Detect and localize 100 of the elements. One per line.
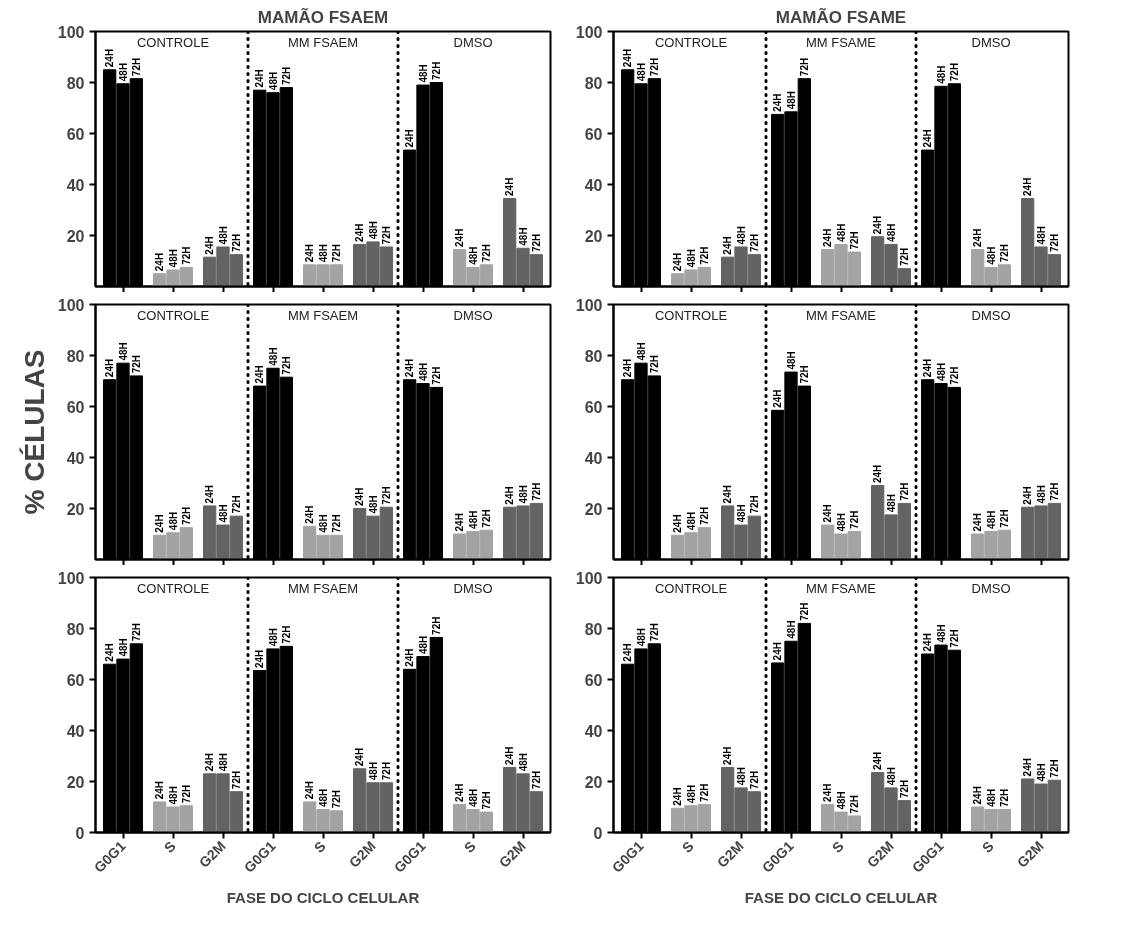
y-tick-label: 20 — [584, 773, 603, 791]
text: 24H — [622, 48, 634, 68]
text: 48H — [835, 223, 847, 242]
text: 48H — [217, 504, 229, 523]
text: 48H — [117, 638, 129, 657]
text: 48H — [467, 510, 479, 529]
text: 24H — [672, 252, 684, 272]
text: 48H — [985, 510, 997, 529]
text: 24H — [354, 223, 366, 242]
annotation: CONTROLE — [136, 308, 210, 324]
text: 24H — [154, 252, 166, 272]
y-tick-label: 40 — [584, 722, 603, 740]
text: 72H — [748, 233, 760, 253]
text: 48H — [417, 635, 429, 654]
y-tick-label: 60 — [66, 671, 85, 689]
text: 72H — [280, 356, 292, 375]
text: 24H — [354, 747, 366, 767]
text: 72H — [130, 354, 142, 374]
text: 48H — [367, 220, 379, 240]
y-tick-label: 40 — [66, 176, 85, 194]
y-tick-label: 20 — [66, 227, 85, 245]
annotation: DMSO — [453, 581, 493, 597]
text: 72H — [430, 61, 442, 80]
y-tick-label: 80 — [66, 74, 85, 92]
annotation: DMSO — [453, 35, 493, 51]
text: 24H — [404, 358, 416, 378]
text: 72H — [948, 62, 960, 82]
text: 48H — [367, 761, 379, 781]
text: 72H — [898, 482, 910, 501]
text: 48H — [785, 620, 797, 639]
y-tick-label: 80 — [584, 347, 603, 365]
annotation: CONTROLE — [654, 35, 728, 51]
text: 48H — [117, 342, 129, 361]
text: 48H — [1035, 485, 1047, 504]
text: 72H — [230, 770, 242, 790]
text: 48H — [317, 514, 329, 533]
text: 24H — [922, 633, 934, 652]
annotation: MM FSAEM — [287, 308, 359, 324]
text: 72H — [698, 246, 710, 265]
text: 72H — [530, 770, 542, 790]
y-tick-label: 20 — [66, 773, 85, 791]
text: 48H — [685, 511, 697, 531]
text: 72H — [998, 243, 1010, 263]
text: 24H — [1022, 758, 1034, 777]
text: 72H — [530, 482, 542, 501]
y-tick-label: 20 — [66, 500, 85, 518]
y-tick-label: 60 — [66, 398, 85, 416]
text: 24H — [622, 358, 634, 378]
text: 48H — [417, 362, 429, 381]
text: 72H — [748, 770, 760, 790]
y-tick-label: 100 — [57, 569, 85, 587]
text: 24H — [772, 93, 784, 112]
x-tick-label: S — [310, 837, 329, 856]
text: 72H — [848, 795, 860, 814]
text: 72H — [898, 779, 910, 799]
y-tick-label: 80 — [66, 620, 85, 638]
text: 24H — [822, 783, 834, 802]
text: 72H — [280, 625, 292, 644]
text: 72H — [648, 354, 660, 374]
text: 48H — [167, 786, 179, 805]
text: 24H — [304, 243, 316, 263]
text: 24H — [1022, 486, 1034, 505]
text: 24H — [204, 485, 216, 504]
text: 24H — [722, 485, 734, 504]
y-tick-label: 60 — [584, 125, 603, 143]
text: 24H — [504, 746, 516, 765]
x-tick-label: S — [678, 837, 697, 856]
text: 24H — [104, 358, 116, 378]
text: 24H — [454, 228, 466, 247]
text: 48H — [267, 71, 279, 91]
text: 48H — [467, 788, 479, 807]
text: 24H — [354, 487, 366, 506]
x-axis-title: FASE DO CICLO CELULAR — [226, 889, 420, 907]
text: 24H — [972, 513, 984, 532]
chart-title: MAMÃO FSAEM — [257, 6, 389, 27]
text: 48H — [985, 246, 997, 265]
y-tick-label: 60 — [66, 125, 85, 143]
text: 72H — [430, 616, 442, 635]
annotation: MM FSAME — [805, 308, 877, 324]
y-tick-label: 40 — [584, 176, 603, 194]
text: 24H — [254, 69, 266, 88]
text: 24H — [454, 783, 466, 802]
y-tick-label: 80 — [584, 74, 603, 92]
x-axis-title: FASE DO CICLO CELULAR — [744, 889, 938, 907]
annotation: CONTROLE — [654, 308, 728, 324]
text: 24H — [972, 786, 984, 805]
text: 72H — [130, 57, 142, 77]
text: 48H — [467, 246, 479, 265]
text: 48H — [685, 249, 697, 268]
text: 48H — [885, 493, 897, 513]
text: 72H — [1048, 759, 1060, 778]
x-tick-label: S — [828, 837, 847, 856]
text: 72H — [1048, 482, 1060, 501]
text: 24H — [104, 48, 116, 68]
annotation: DMSO — [453, 308, 493, 324]
text: 72H — [698, 506, 710, 526]
text: 48H — [217, 752, 229, 772]
text: 48H — [735, 226, 747, 245]
text: 24H — [204, 752, 216, 772]
text: 72H — [430, 366, 442, 385]
